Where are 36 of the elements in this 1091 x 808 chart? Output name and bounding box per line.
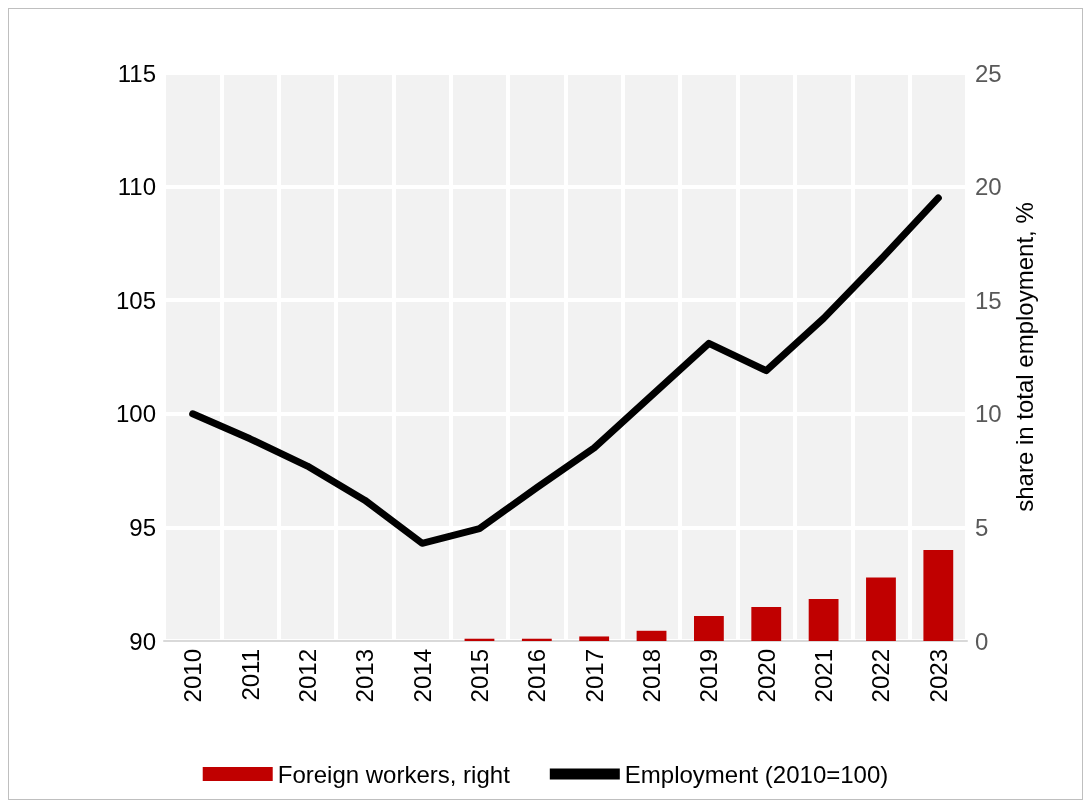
bar [866, 577, 896, 641]
y2-tick-label: 10 [975, 400, 1002, 428]
x-tick-label: 2023 [924, 649, 952, 703]
y2-tick-label: 0 [975, 627, 989, 655]
legend-label: Foreign workers, right [277, 760, 511, 788]
y-tick-label: 110 [117, 173, 156, 201]
y2-tick-label: 25 [975, 59, 1002, 87]
bar [579, 636, 610, 641]
legend-label: Employment (2010=100) [624, 760, 889, 788]
y-tick-label: 90 [129, 627, 156, 655]
x-tick-label: 2016 [523, 649, 551, 703]
x-tick-label: 2011 [236, 649, 264, 701]
y2-axis-title: share in total employment, % [1011, 202, 1039, 512]
x-tick-label: 2014 [408, 649, 436, 703]
x-tick-label: 2017 [580, 649, 608, 703]
x-tick-label: 2021 [810, 649, 838, 703]
x-tick-label: 2015 [465, 649, 493, 703]
y2-tick-label: 20 [975, 173, 1002, 201]
x-tick-label: 2013 [351, 649, 379, 703]
bar [636, 630, 667, 641]
y2-tick-label: 5 [975, 513, 989, 541]
x-tick-label: 2022 [867, 649, 895, 703]
bar [808, 598, 839, 641]
bar [923, 550, 954, 641]
y-tick-label: 95 [129, 513, 156, 541]
x-tick-label: 2018 [638, 649, 666, 703]
x-tick-label: 2010 [179, 649, 207, 703]
bar [751, 606, 782, 641]
x-tick-label: 2020 [752, 649, 780, 703]
y-tick-label: 105 [115, 286, 156, 314]
x-tick-label: 2019 [695, 649, 723, 703]
y2-tick-label: 15 [975, 286, 1002, 314]
y-tick-label: 100 [115, 400, 156, 428]
y-tick-label: 115 [117, 59, 156, 87]
x-tick-label: 2012 [293, 649, 321, 703]
bar [693, 616, 724, 641]
